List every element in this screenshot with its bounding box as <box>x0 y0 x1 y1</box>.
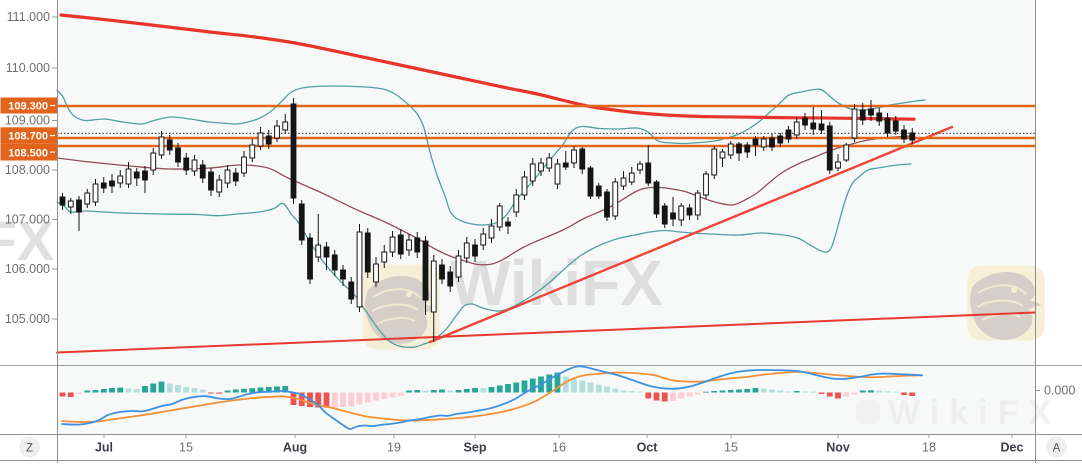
svg-text:106.000: 106.000 <box>5 262 50 276</box>
svg-text:105.000: 105.000 <box>5 312 50 326</box>
svg-text:108.000: 108.000 <box>5 163 50 177</box>
svg-text:19: 19 <box>387 441 401 455</box>
svg-text:18: 18 <box>922 441 936 455</box>
svg-text:Jul: Jul <box>95 441 113 455</box>
svg-text:15: 15 <box>724 441 738 455</box>
svg-text:107.000: 107.000 <box>5 213 50 227</box>
svg-text:Dec: Dec <box>1001 441 1024 455</box>
svg-text:16: 16 <box>552 441 566 455</box>
svg-text:110.000: 110.000 <box>6 61 50 75</box>
svg-text:Z: Z <box>26 442 33 454</box>
svg-text:WikiFX: WikiFX <box>888 394 1061 432</box>
svg-text:A: A <box>1053 442 1061 454</box>
svg-text:15: 15 <box>179 441 193 455</box>
svg-text:Sep: Sep <box>464 441 487 455</box>
svg-text:111.000: 111.000 <box>7 10 50 24</box>
svg-text:Nov: Nov <box>826 441 850 455</box>
svg-text:Aug: Aug <box>283 441 307 455</box>
svg-text:WikiFX: WikiFX <box>0 209 54 272</box>
svg-text:108.700: 108.700 <box>8 131 48 143</box>
svg-text:109.000: 109.000 <box>5 114 50 128</box>
svg-text:109.300: 109.300 <box>8 101 48 113</box>
svg-text:WikiFX: WikiFX <box>450 247 663 319</box>
svg-text:Oct: Oct <box>637 441 659 455</box>
svg-text:108.500: 108.500 <box>8 147 48 159</box>
svg-text:0.000: 0.000 <box>1044 384 1075 398</box>
